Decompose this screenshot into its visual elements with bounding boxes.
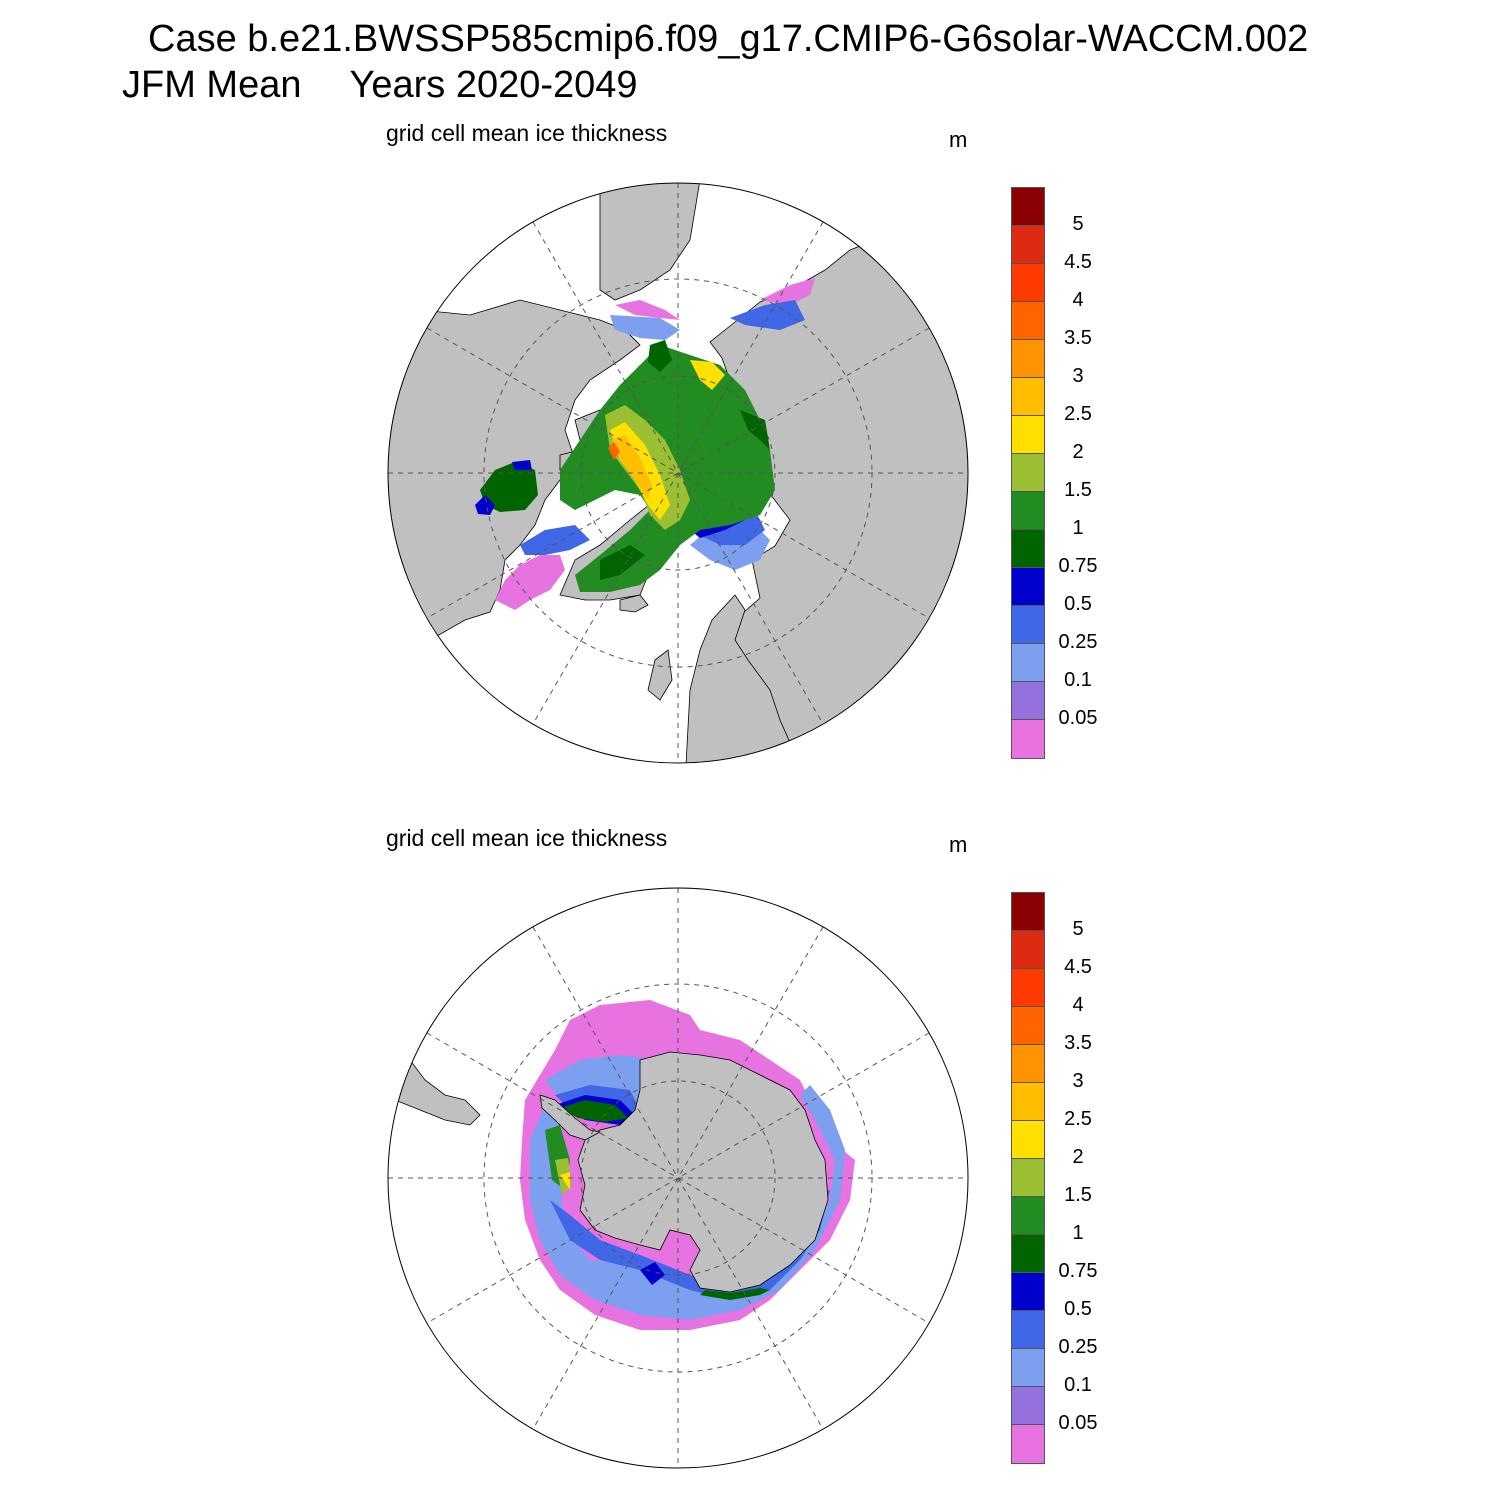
colorbar-tick-label: 3: [1072, 1070, 1084, 1092]
panel2-units: m: [949, 832, 968, 857]
colorbar-segment: [1012, 226, 1044, 264]
colorbar-tick-label: 4.5: [1064, 251, 1092, 273]
colorbar-north: [1011, 187, 1045, 759]
colorbar-tick-label: 1: [1072, 1222, 1084, 1244]
scandinavia: [685, 594, 801, 763]
colorbar-tick-label: 4: [1072, 994, 1084, 1016]
colorbar-tick-label: 5: [1072, 918, 1084, 940]
sea-ice-amundsen-pocket: [640, 1262, 665, 1285]
colorbar-tick-label: 2: [1072, 1146, 1084, 1168]
sea-ice-ross-amundsen: [550, 1190, 830, 1300]
arctic-map-border: [387, 182, 969, 764]
south-america-tip: [389, 1059, 481, 1126]
colorbar-segment: [1012, 1007, 1044, 1045]
antarctic-peninsula: [539, 1094, 602, 1141]
colorbar-tick-label: 0.75: [1058, 555, 1098, 577]
antarctic-map-border: [387, 887, 969, 1469]
colorbar-segment: [1012, 1387, 1044, 1425]
colorbar-tick-label: 0.1: [1064, 669, 1092, 691]
colorbar-segment: [1012, 1235, 1044, 1273]
panel2-subtitle: grid cell mean ice thickness: [386, 825, 668, 851]
colorbar-tick-label: 5: [1072, 213, 1084, 235]
colorbar-segment: [1012, 340, 1044, 378]
colorbar-segment: [1012, 530, 1044, 568]
sea-ice-arctic-dark-edge: [600, 340, 770, 580]
sea-ice-weddell-green: [560, 1100, 628, 1122]
sea-ice-hudson-bay-edge: [475, 460, 532, 515]
colorbar-segment: [1012, 454, 1044, 492]
colorbar-segment: [1012, 416, 1044, 454]
colorbar-tick-label: 2: [1072, 441, 1084, 463]
colorbar-tick-label: 0.25: [1058, 631, 1098, 653]
colorbar-tick-label: 1: [1072, 517, 1084, 539]
antarctica: [577, 1051, 829, 1293]
colorbar-tick-label: 3: [1072, 365, 1084, 387]
colorbar-tick-label: 0.75: [1058, 1260, 1098, 1282]
panel1-units: m: [949, 127, 968, 152]
colorbar-segment: [1012, 1425, 1044, 1463]
colorbar-segment: [1012, 1083, 1044, 1121]
antarctic-map: [387, 887, 969, 1469]
colorbar-segment: [1012, 1159, 1044, 1197]
colorbar-segment: [1012, 264, 1044, 302]
sea-ice-arctic-max: [608, 442, 620, 460]
colorbar-segment: [1012, 644, 1044, 682]
colorbar-tick-label: 1.5: [1064, 479, 1092, 501]
colorbar-tick-label: 0.5: [1064, 1298, 1092, 1320]
sea-ice-arctic-2-5m: [612, 435, 652, 500]
sea-ice-bering-fringe: [615, 300, 680, 320]
colorbar-segment: [1012, 302, 1044, 340]
colorbar-segment: [1012, 1121, 1044, 1159]
colorbar-tick-label: 0.25: [1058, 1336, 1098, 1358]
antarctic-graticule: [388, 888, 968, 1468]
sea-ice-ring-light: [530, 1085, 845, 1320]
colorbar-segment: [1012, 188, 1044, 226]
colorbar-tick-label: 0.05: [1058, 1412, 1098, 1434]
colorbar-segment: [1012, 1349, 1044, 1387]
colorbar-segment: [1012, 1311, 1044, 1349]
colorbar-tick-label: 0.05: [1058, 707, 1098, 729]
colorbar-tick-label: 2.5: [1064, 403, 1092, 425]
colorbar-tick-label: 3.5: [1064, 1032, 1092, 1054]
figure-title-period: JFM Mean Years 2020-2049: [122, 64, 638, 107]
sea-ice-coastal-dark: [700, 1288, 770, 1300]
colorbar-segment: [1012, 931, 1044, 969]
sea-ice-okhotsk-fringe: [760, 278, 815, 305]
sea-ice-east-siberian: [690, 360, 725, 390]
colorbar-south: [1011, 892, 1045, 1464]
season-label: JFM Mean: [122, 64, 302, 106]
figure-title-case: Case b.e21.BWSSP585cmip6.f09_g17.CMIP6-G…: [148, 18, 1309, 60]
panel1-subtitle: grid cell mean ice thickness: [386, 120, 668, 146]
iceland: [619, 594, 649, 613]
colorbar-tick-label: 2.5: [1064, 1108, 1092, 1130]
arctic-graticule: [388, 183, 968, 763]
colorbar-tick-label: 4: [1072, 289, 1084, 311]
colorbar-segment: [1012, 568, 1044, 606]
colorbar-segment: [1012, 1273, 1044, 1311]
colorbar-segment: [1012, 969, 1044, 1007]
colorbar-tick-label: 4.5: [1064, 956, 1092, 978]
colorbar-segment: [1012, 1197, 1044, 1235]
sea-ice-peninsula-max: [560, 1172, 570, 1190]
colorbar-segment: [1012, 492, 1044, 530]
colorbar-segment: [1012, 606, 1044, 644]
arctic-map: [387, 182, 969, 764]
colorbar-segment: [1012, 893, 1044, 931]
colorbar-segment: [1012, 378, 1044, 416]
colorbar-segment: [1012, 682, 1044, 720]
colorbar-tick-label: 0.5: [1064, 593, 1092, 615]
colorbar-segment: [1012, 1045, 1044, 1083]
sea-ice-labrador-fringe: [495, 555, 565, 610]
sea-ice-bering: [610, 315, 680, 340]
colorbar-segment: [1012, 720, 1044, 758]
sea-ice-hudson-bay: [480, 462, 538, 512]
colorbar-tick-label: 1.5: [1064, 1184, 1092, 1206]
sea-ice-labrador-thin: [520, 525, 590, 555]
sea-ice-okhotsk: [730, 300, 805, 330]
colorbar-tick-label: 3.5: [1064, 327, 1092, 349]
years-label: Years 2020-2049: [349, 64, 638, 106]
colorbar-tick-label: 0.1: [1064, 1374, 1092, 1396]
british-isles: [647, 649, 673, 701]
